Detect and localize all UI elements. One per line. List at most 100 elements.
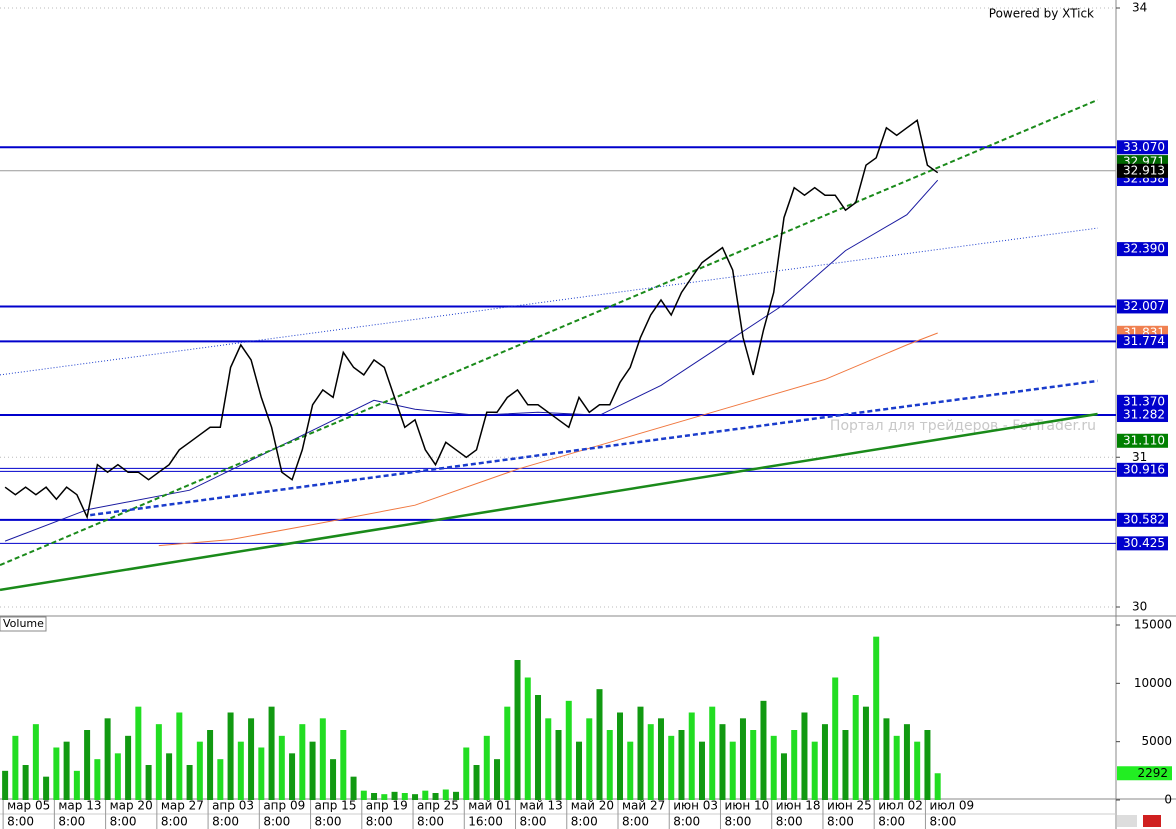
price-marker-box xyxy=(1117,512,1168,527)
time-label: 8:00 xyxy=(263,815,290,829)
volume-bar xyxy=(381,794,388,800)
time-label: 8:00 xyxy=(315,815,342,829)
price-marker-box xyxy=(1117,242,1168,257)
x-tick-label: мар 05 xyxy=(7,799,50,813)
volume-bar xyxy=(668,735,675,800)
volume-bar xyxy=(760,700,767,800)
price-marker-box xyxy=(1117,334,1168,349)
button[interactable] xyxy=(1117,815,1137,827)
volume-bar xyxy=(371,793,378,800)
volume-bar xyxy=(873,636,880,800)
volume-bar xyxy=(319,718,326,800)
price-marker-label: 31.774 xyxy=(1123,334,1165,348)
watermark: Портал для трейдеров - ForTrader.ru xyxy=(830,418,1096,434)
time-label: 8:00 xyxy=(878,815,905,829)
volume-bar xyxy=(125,735,132,800)
price-marker-box xyxy=(1117,462,1168,477)
price-marker-box xyxy=(1117,163,1168,178)
volume-bar xyxy=(770,735,777,800)
volume-bar xyxy=(924,730,931,800)
time-label: 8:00 xyxy=(417,815,444,829)
x-tick-label: апр 03 xyxy=(212,799,254,813)
volume-bar xyxy=(104,718,111,800)
volume-bar xyxy=(227,712,234,800)
volume-bar xyxy=(207,730,214,800)
x-tick-label: май 20 xyxy=(571,799,614,813)
volume-bar xyxy=(289,753,296,800)
volume-bar xyxy=(698,741,705,800)
x-tick-label: май 13 xyxy=(520,799,563,813)
volume-bar xyxy=(84,730,91,800)
price-marker-box xyxy=(1117,433,1168,448)
time-label: 16:00 xyxy=(468,815,503,829)
volume-bar xyxy=(309,741,316,800)
x-tick-label: апр 15 xyxy=(315,799,357,813)
volume-bar xyxy=(63,741,70,800)
volume-bar xyxy=(43,776,50,800)
volume-bar xyxy=(903,724,910,800)
y-tick-label: 30 xyxy=(1132,600,1147,614)
volume-bar xyxy=(114,753,121,800)
price-marker-label: 31.370 xyxy=(1123,394,1165,408)
volume-bar xyxy=(832,677,839,800)
time-label: 8:00 xyxy=(724,815,751,829)
time-label: 8:00 xyxy=(929,815,956,829)
volume-bar xyxy=(811,741,818,800)
x-tick-label: июл 09 xyxy=(929,799,974,813)
volume-bar xyxy=(514,660,521,800)
x-tick-label: июн 25 xyxy=(827,799,872,813)
volume-bar xyxy=(350,776,357,800)
volume-bar xyxy=(504,706,511,800)
volume-bar xyxy=(412,794,419,800)
time-label: 8:00 xyxy=(673,815,700,829)
volume-bar xyxy=(401,793,408,800)
price-marker-label: 32.390 xyxy=(1123,242,1165,256)
volume-bar xyxy=(780,753,787,800)
volume-bar xyxy=(862,706,869,800)
y-tick-label: 34 xyxy=(1132,1,1147,15)
volume-bar xyxy=(473,765,480,800)
volume-bar xyxy=(217,759,224,800)
volume-bar xyxy=(801,712,808,800)
volume-bar xyxy=(196,741,203,800)
price-marker-label: 32.007 xyxy=(1123,299,1165,313)
volume-bar xyxy=(627,741,634,800)
time-label: 8:00 xyxy=(776,815,803,829)
volume-bar xyxy=(53,747,60,800)
volume-bar xyxy=(340,730,347,800)
volume-bar xyxy=(647,724,654,800)
x-tick-label: апр 09 xyxy=(263,799,305,813)
volume-bar xyxy=(494,759,501,800)
x-tick-label: мар 20 xyxy=(110,799,153,813)
volume-bar xyxy=(176,712,183,800)
volume-bar xyxy=(750,730,757,800)
volume-title: Volume xyxy=(3,617,44,630)
time-label: 8:00 xyxy=(827,815,854,829)
price-marker-label: 32.913 xyxy=(1123,163,1165,177)
volume-bar xyxy=(483,735,490,800)
x-tick-label: июл 02 xyxy=(878,799,923,813)
volume-bar xyxy=(360,790,367,800)
button[interactable] xyxy=(1143,815,1161,827)
volume-bar xyxy=(883,718,890,800)
volume-tick-label: 0 xyxy=(1164,793,1172,807)
x-tick-label: июн 10 xyxy=(724,799,769,813)
volume-tick-label: 10000 xyxy=(1134,676,1172,690)
volume-bar xyxy=(657,718,664,800)
volume-bar xyxy=(186,765,193,800)
volume-bar xyxy=(791,730,798,800)
price-line xyxy=(4,119,939,520)
volume-bar xyxy=(852,695,859,800)
time-label: 8:00 xyxy=(520,815,547,829)
volume-bar xyxy=(596,689,603,800)
price-marker-box xyxy=(1117,299,1168,314)
volume-tick-label: 15000 xyxy=(1134,618,1172,632)
volume-marker-label: 2292 xyxy=(1137,766,1168,780)
price-marker-box xyxy=(1117,140,1168,155)
time-label: 8:00 xyxy=(161,815,188,829)
volume-bar xyxy=(606,730,613,800)
volume-bar xyxy=(12,735,19,800)
x-tick-label: май 01 xyxy=(468,799,511,813)
time-label: 8:00 xyxy=(110,815,137,829)
